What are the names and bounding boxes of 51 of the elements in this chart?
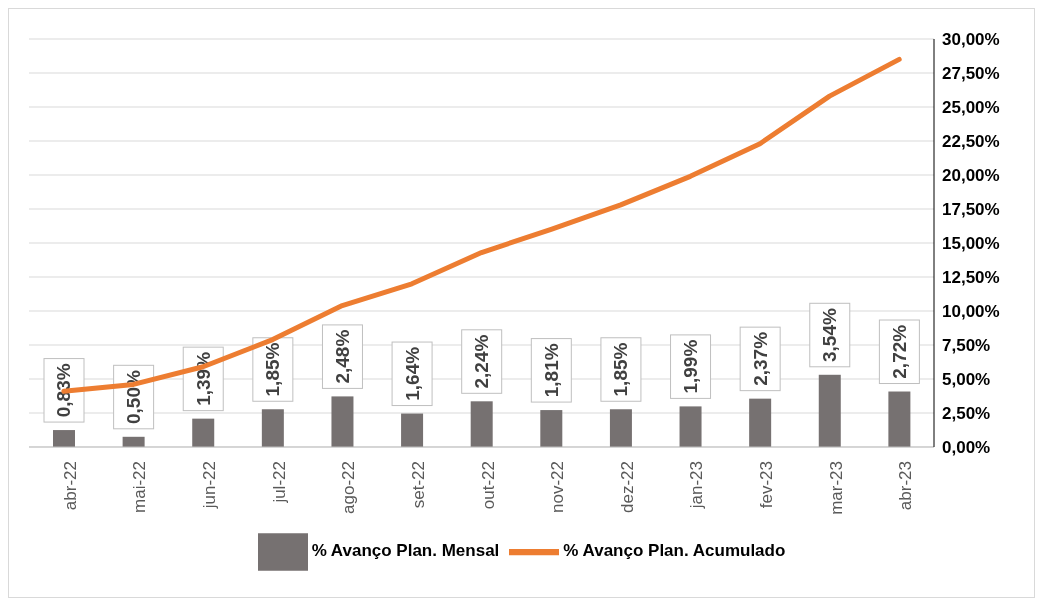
y2-tick-label: 22,50%: [942, 132, 1000, 152]
data-label: 0,83%: [53, 363, 75, 418]
bar: [53, 430, 75, 447]
legend-label: % Avanço Plan. Mensal: [311, 541, 500, 561]
bar: [331, 396, 354, 447]
legend-label: % Avanço Plan. Acumulado: [563, 541, 786, 561]
y2-tick-label: 7,50%: [942, 336, 991, 356]
y2-tick-label: 27,50%: [942, 64, 1000, 84]
data-label: 2,37%: [749, 331, 771, 386]
bar: [609, 409, 632, 447]
y2-tick-label: 17,50%: [942, 200, 1000, 220]
bar: [679, 406, 702, 447]
y2-tick-label: 12,50%: [942, 268, 1000, 288]
bar: [401, 413, 424, 447]
y2-tick-label: 30,00%: [942, 30, 1000, 50]
data-label: 1,85%: [610, 342, 632, 397]
data-label: 1,85%: [262, 342, 284, 397]
bar: [470, 401, 493, 447]
x-tick-label: out-22: [478, 461, 498, 510]
x-tick-label: jun-22: [200, 461, 220, 510]
y2-tick-label: 5,00%: [942, 370, 991, 390]
y2-tick-label: 25,00%: [942, 98, 1000, 118]
x-tick-label: jan-23: [687, 461, 707, 510]
data-label: 2,72%: [888, 324, 910, 379]
data-label: 1,81%: [540, 343, 562, 398]
y2-tick-label: 20,00%: [942, 166, 1000, 186]
x-tick-label: mar-23: [826, 461, 846, 515]
data-label: 2,24%: [471, 334, 493, 389]
y2-tick-label: 2,50%: [942, 404, 991, 424]
x-tick-label: dez-22: [617, 461, 637, 513]
data-label: 1,99%: [680, 339, 702, 394]
x-tick-label: mai-22: [130, 461, 150, 513]
y2-tick-label: 15,00%: [942, 234, 1000, 254]
y2-tick-label: 0,00%: [942, 438, 991, 458]
bar: [192, 418, 215, 447]
y2-tick-label: 10,00%: [942, 302, 1000, 322]
x-tick-label: abr-22: [60, 461, 80, 511]
x-tick-label: abr-23: [896, 461, 916, 511]
bar: [818, 374, 841, 447]
x-tick-label: fev-23: [757, 461, 777, 509]
bar: [540, 410, 563, 447]
bar: [888, 391, 911, 447]
x-tick-label: ago-22: [339, 461, 359, 514]
bar: [749, 398, 772, 447]
x-tick-label: jul-22: [269, 461, 289, 504]
data-label: 2,48%: [331, 329, 353, 384]
x-tick-label: set-22: [408, 461, 428, 509]
data-label: 3,54%: [819, 307, 841, 362]
data-label: 1,64%: [401, 346, 423, 401]
bar: [261, 409, 284, 447]
x-tick-label: nov-22: [548, 461, 568, 513]
